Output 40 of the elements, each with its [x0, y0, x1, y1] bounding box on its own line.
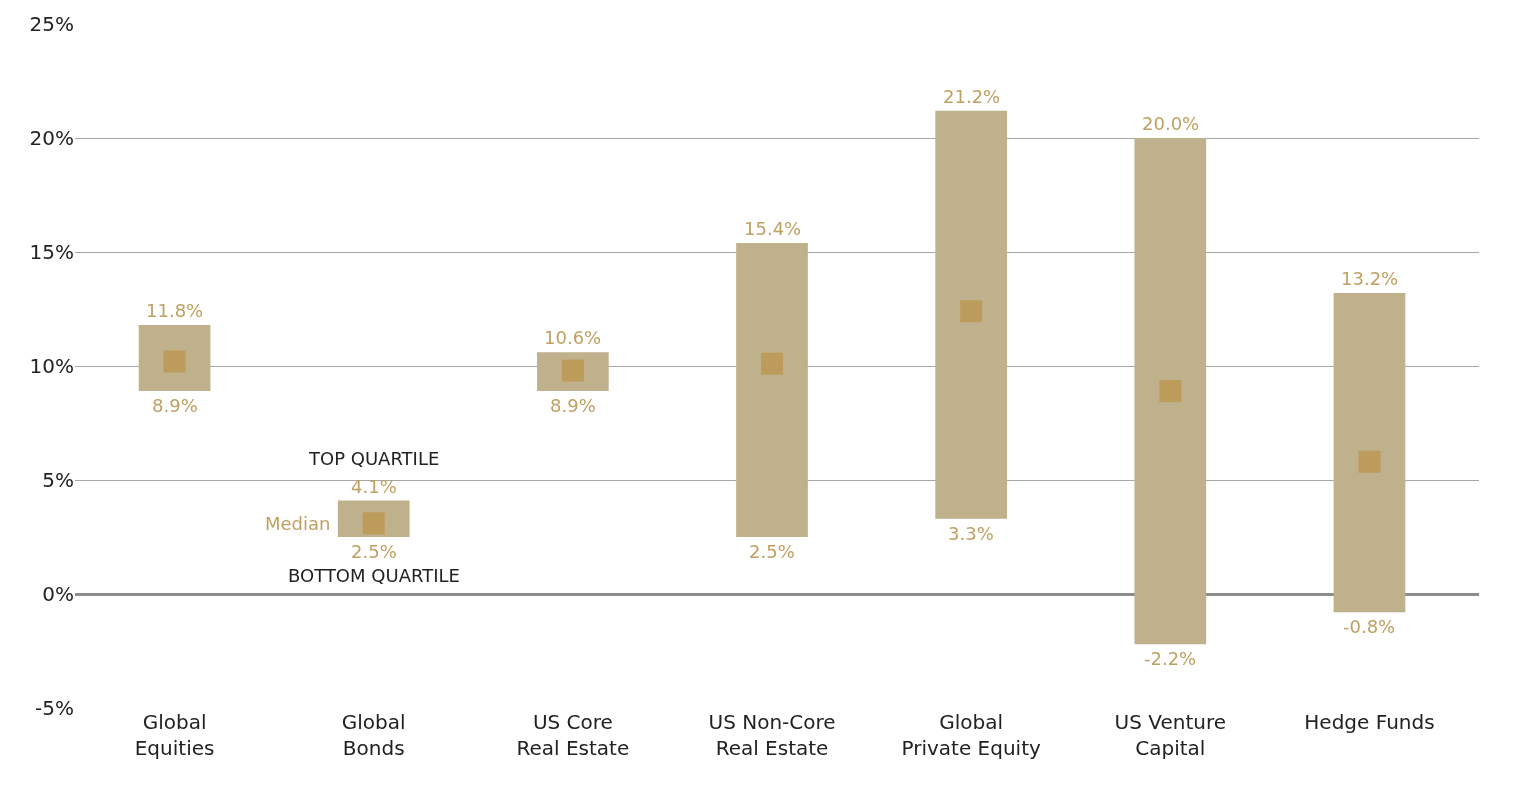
- point: [960, 300, 983, 323]
- x-tick-label: US Non-Core Real Estate: [708, 710, 836, 760]
- y-tick-label: 25%: [29, 12, 74, 36]
- annotation: 2.5%: [351, 541, 397, 562]
- annotation: 8.9%: [152, 395, 198, 416]
- annotation: BOTTOM QUARTILE: [288, 565, 460, 586]
- annotation: 20.0%: [1142, 113, 1200, 134]
- bar: [1333, 293, 1406, 613]
- bar: [736, 242, 808, 537]
- bar: [1134, 138, 1207, 645]
- annotation: 2.5%: [749, 541, 795, 562]
- bar: [935, 110, 1008, 519]
- x-tick-label: Hedge Funds: [1304, 710, 1435, 734]
- x-tick-label: US Venture Capital: [1114, 710, 1227, 760]
- y-tick-label: 15%: [29, 240, 74, 264]
- annotation: -0.8%: [1343, 616, 1396, 637]
- annotation: TOP QUARTILE: [308, 448, 440, 469]
- x-tick-label: US Core Real Estate: [516, 710, 630, 760]
- annotation: Median: [265, 513, 331, 534]
- annotation: -2.2%: [1144, 648, 1197, 669]
- point: [1159, 380, 1182, 403]
- annotation: 11.8%: [146, 300, 204, 321]
- annotation: 10.6%: [544, 327, 602, 348]
- y-tick-label: 10%: [29, 354, 74, 378]
- x-tick-label: Global Equities: [134, 710, 215, 760]
- annotation: 21.2%: [943, 86, 1001, 107]
- y-tick-label: -5%: [35, 696, 74, 720]
- x-tick-label: Global Bonds: [341, 710, 406, 760]
- annotation: 4.1%: [351, 476, 397, 497]
- y-tick-label: 20%: [29, 126, 74, 150]
- annotation: 13.2%: [1341, 268, 1399, 289]
- point: [761, 352, 784, 375]
- y-tick-label: 0%: [42, 582, 74, 606]
- y-tick-label: 5%: [42, 468, 74, 492]
- annotation: 15.4%: [744, 218, 802, 239]
- point: [1358, 450, 1381, 473]
- annotation: 8.9%: [550, 395, 596, 416]
- bar: [138, 324, 211, 392]
- annotation: 3.3%: [948, 523, 994, 544]
- x-tick-label: Global Private Equity: [901, 710, 1041, 760]
